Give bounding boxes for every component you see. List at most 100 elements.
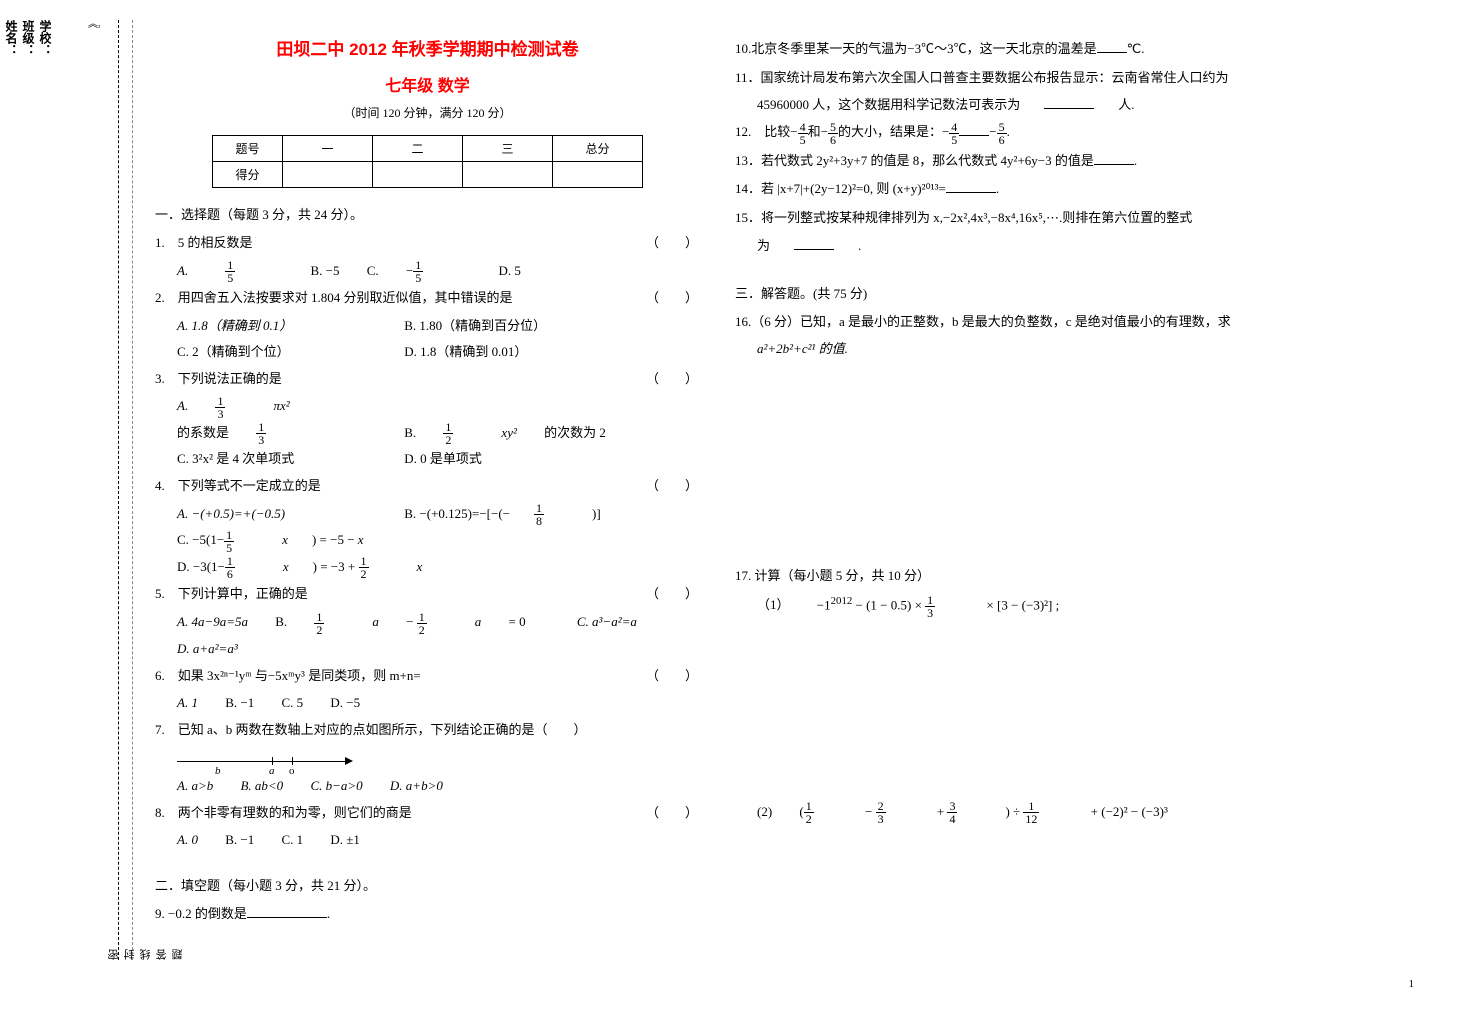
q14: 14．若 |x+7|+(2y−12)²=0, 则 (x+y)²⁰¹³=. <box>735 175 1330 204</box>
q7: 7. 已知 a、b 两数在数轴上对应的点如图所示，下列结论正确的是（ ） <box>155 716 700 745</box>
paren: （ ） <box>646 229 698 258</box>
q12: 12. 比较−45和−56的大小，结果是：−45−56. <box>735 118 1330 147</box>
opt-D: D. ±1 <box>330 827 360 853</box>
opt-B: B. −1 <box>225 690 254 716</box>
q7-options: A. a>b B. ab<0 C. b−a>0 D. a+b>0 <box>155 773 700 799</box>
paren: （ ） <box>646 799 698 828</box>
label-school: 学校： <box>37 20 54 960</box>
opt-D: D. a+a²=a³ <box>177 636 238 662</box>
marker-feng: 封 <box>122 20 138 960</box>
letter-a: a <box>269 765 275 777</box>
opt-A: A. 15 <box>177 258 283 285</box>
q8-text: 8. 两个非零有理数的和为零，则它们的商是 <box>155 805 412 820</box>
q11: 11．国家统计局发布第六次全国人口普查主要数据公布报告显示：云南省常住人口约为 <box>735 64 1330 93</box>
opt-B: B. 1.80（精确到百分位） <box>404 313 546 339</box>
paren: （ ） <box>646 365 698 394</box>
opt-D: D. 1.8（精确到 0.01） <box>404 339 527 365</box>
paren: （ ） <box>646 662 698 691</box>
title-main: 田坝二中 2012 年秋季学期期中检测试卷 <box>155 35 700 60</box>
opt-B: B. −5 <box>310 258 339 284</box>
q11-line2: 45960000 人，这个数据用科学记数法可表示为人. <box>735 92 1330 118</box>
opt-A: A. a>b <box>177 773 213 799</box>
q15-pre: 15．将一列整式按某种规律排列为 x,−2x²,4x³,−8x⁴,16x⁵,⋯.… <box>735 210 1192 225</box>
q2: 2. 用四舍五入法按要求对 1.804 分别取近似值，其中错误的是 （ ） <box>155 284 700 313</box>
q4: 4. 下列等式不一定成立的是 （ ） <box>155 472 700 501</box>
label-name: 姓名： <box>3 20 20 960</box>
label-room: 考场： <box>0 20 3 960</box>
blank <box>247 904 327 918</box>
q12-mid3: − <box>989 124 996 139</box>
q5-options: A. 4a−9a=5a B. 12a − 12a = 0 C. a³−a²=a … <box>155 609 700 662</box>
title-time: （时间 120 分钟，满分 120 分） <box>155 104 700 121</box>
q17-1-label: （1） <box>757 592 790 618</box>
cell: 题号 <box>213 136 283 162</box>
cell <box>373 162 463 188</box>
cell <box>553 162 643 188</box>
q10-pre: 10.北京冬季里某一天的气温为−3℃～3℃，这一天北京的温差是 <box>735 41 1097 56</box>
section3-head: 三．解答题。(共 75 分) <box>735 283 1330 302</box>
q14-pre: 14．若 |x+7|+(2y−12)²=0, 则 (x+y)²⁰¹³= <box>735 181 946 196</box>
q11-suf: 人. <box>1118 92 1134 118</box>
blank <box>959 122 989 136</box>
opt-B: B. −(+0.125)=−[−(−18)] <box>404 501 624 528</box>
opt-C: C. b−a>0 <box>310 773 362 799</box>
opt-D: D. 5 <box>499 258 521 284</box>
paren: （ ） <box>646 284 698 313</box>
q16: 16.（6 分）已知，a 是最小的正整数，b 是最大的负整数，c 是绝对值最小的… <box>735 308 1330 337</box>
letter-o: o <box>289 765 295 777</box>
q3: 3. 下列说法正确的是 （ ） <box>155 365 700 394</box>
q15-line2: 为. <box>735 233 1330 259</box>
paren: （ ） <box>646 472 698 501</box>
blank <box>1097 39 1127 53</box>
tick-a <box>272 757 273 765</box>
opt-C: C. −15 <box>367 258 472 285</box>
q15-suf: . <box>858 233 861 259</box>
q9: 9. −0.2 的倒数是. <box>155 900 700 929</box>
q7-text: 7. 已知 a、b 两数在数轴上对应的点如图所示，下列结论正确的是（ ） <box>155 722 587 737</box>
opt-D: D. −3(1−16x) = −3 + 12x <box>177 554 446 581</box>
q11-pre: 11．国家统计局发布第六次全国人口普查主要数据公布报告显示：云南省常住人口约为 <box>735 70 1229 85</box>
q15-line2-pre: 为 <box>757 233 770 259</box>
dashed-separator-2 <box>132 20 133 960</box>
opt-C: C. 3²x² 是 4 次单项式 <box>177 446 377 472</box>
paren: （ ） <box>646 580 698 609</box>
opt-A: A. 1.8（精确到 0.1） <box>177 313 377 339</box>
q16-pre: 16.（6 分）已知，a 是最小的正整数，b 是最大的负整数，c 是绝对值最小的… <box>735 314 1231 329</box>
q10: 10.北京冬季里某一天的气温为−3℃～3℃，这一天北京的温差是 ℃. <box>735 35 1330 64</box>
section1-head: 一．选择题（每题 3 分，共 24 分）。 <box>155 204 700 223</box>
q13: 13．若代数式 2y²+3y+7 的值是 8，那么代数式 4y²+6y−3 的值… <box>735 147 1330 176</box>
opt-C: C. −5(1−15x) = −5 − x <box>177 527 397 554</box>
q17-2: (2) (12 − 23 + 34) ÷ 112 + (−2)² − (−3)³ <box>735 799 1330 826</box>
q1: 1. 5 的相反数是 （ ） <box>155 229 700 258</box>
opt-A: A. −(+0.5)=+(−0.5) <box>177 501 377 527</box>
opt-B: B. −1 <box>225 827 254 853</box>
opt-B: B. 12xy² 的次数为 2 <box>404 420 630 447</box>
q17-2-label: (2) <box>757 799 772 825</box>
q5-text: 5. 下列计算中，正确的是 <box>155 586 308 601</box>
opt-A: A. 0 <box>177 827 198 853</box>
q14-suf: . <box>996 181 999 196</box>
left-column: 田坝二中 2012 年秋季学期期中检测试卷 七年级 数学 （时间 120 分钟，… <box>155 35 700 929</box>
title-subtitle: 七年级 数学 <box>155 72 700 96</box>
q9-text: 9. −0.2 的倒数是 <box>155 906 247 921</box>
cell: 二 <box>373 136 463 162</box>
opt-B: B. 12a − 12a = 0 <box>275 609 549 636</box>
q1-options: A. 15 B. −5 C. −15 D. 5 <box>155 258 700 285</box>
q12-mid2: 的大小，结果是：− <box>838 124 949 139</box>
blank <box>946 179 996 193</box>
q3-text: 3. 下列说法正确的是 <box>155 371 282 386</box>
q10-suf: ℃. <box>1127 41 1145 56</box>
q13-pre: 13．若代数式 2y²+3y+7 的值是 8，那么代数式 4y²+6y−3 的值… <box>735 153 1094 168</box>
q6: 6. 如果 3x²ⁿ⁻¹yᵐ 与−5xᵐy³ 是同类项，则 m+n= （ ） <box>155 662 700 691</box>
opt-C: C. 5 <box>281 690 303 716</box>
q1-text: 1. 5 的相反数是 <box>155 235 253 250</box>
wavy-border: ︽︽︽︽︽︽︽︽︽︽︽︽︽︽︽︽︽︽︽︽︽︽︽︽︽︽︽︽︽︽︽︽︽︽︽︽︽︽︽︽… <box>88 20 100 960</box>
marker-xian: 线 <box>138 20 154 960</box>
q6-text: 6. 如果 3x²ⁿ⁻¹yᵐ 与−5xᵐy³ 是同类项，则 m+n= <box>155 668 421 683</box>
opt-A: A. 13πx² 的系数是 13 <box>177 393 377 446</box>
tick-o <box>292 757 293 765</box>
q6-options: A. 1 B. −1 C. 5 D. −5 <box>155 690 700 716</box>
opt-B: B. ab<0 <box>240 773 283 799</box>
q16-line2-text: a²+2b²+c²¹ 的值. <box>757 336 848 362</box>
axis <box>177 761 347 762</box>
